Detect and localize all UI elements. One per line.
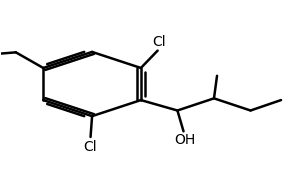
Text: OH: OH [174, 133, 196, 147]
Text: Cl: Cl [84, 140, 97, 154]
Text: Cl: Cl [152, 35, 166, 49]
